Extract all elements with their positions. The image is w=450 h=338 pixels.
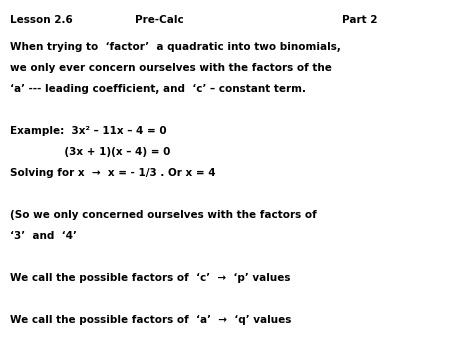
- Text: Lesson 2.6: Lesson 2.6: [10, 15, 72, 25]
- Text: (3x + 1)(x – 4) = 0: (3x + 1)(x – 4) = 0: [10, 147, 170, 157]
- Text: ‘3’  and  ‘4’: ‘3’ and ‘4’: [10, 231, 77, 241]
- Text: Part 2: Part 2: [342, 15, 378, 25]
- Text: We call the possible factors of  ‘c’  →  ‘p’ values: We call the possible factors of ‘c’ → ‘p…: [10, 273, 290, 283]
- Text: we only ever concern ourselves with the factors of the: we only ever concern ourselves with the …: [10, 63, 332, 73]
- Text: We call the possible factors of  ‘a’  →  ‘q’ values: We call the possible factors of ‘a’ → ‘q…: [10, 315, 291, 325]
- Text: Example:  3x² – 11x – 4 = 0: Example: 3x² – 11x – 4 = 0: [10, 126, 166, 136]
- Text: Pre-Calc: Pre-Calc: [135, 15, 184, 25]
- Text: ‘a’ --- leading coefficient, and  ‘c’ – constant term.: ‘a’ --- leading coefficient, and ‘c’ – c…: [10, 84, 306, 94]
- Text: Solving for x  →  x = - 1/3 . Or x = 4: Solving for x → x = - 1/3 . Or x = 4: [10, 168, 216, 178]
- Text: (So we only concerned ourselves with the factors of: (So we only concerned ourselves with the…: [10, 210, 317, 220]
- Text: When trying to  ‘factor’  a quadratic into two binomials,: When trying to ‘factor’ a quadratic into…: [10, 42, 341, 52]
